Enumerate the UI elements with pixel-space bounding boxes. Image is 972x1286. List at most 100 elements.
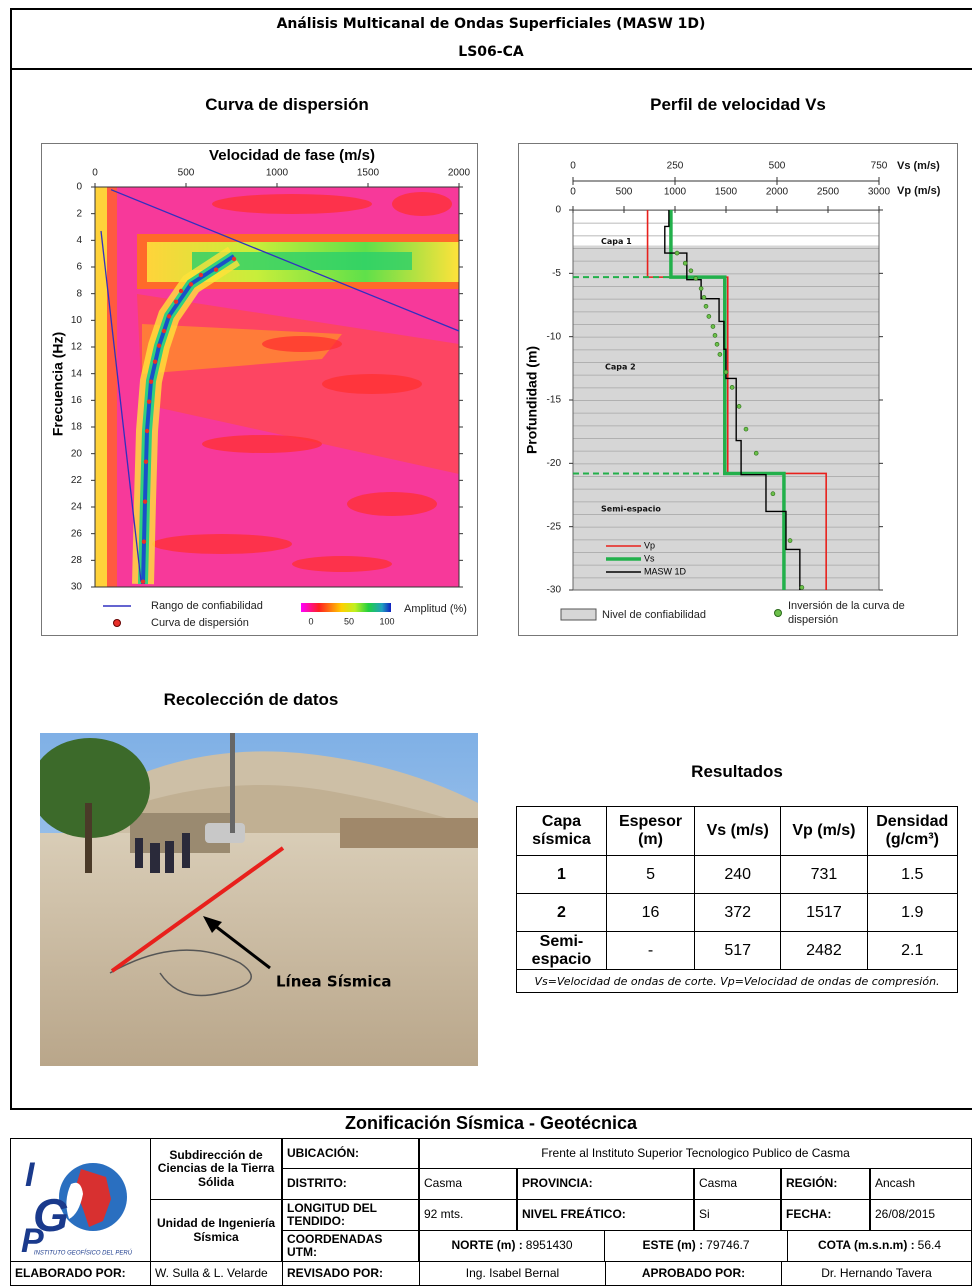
inversion-point [674,250,680,256]
footer-cell: COORDENADAS UTM: [282,1230,419,1262]
field-value: Casma [424,1176,463,1191]
field-label: ESTE (m) : [642,1238,704,1253]
logo-letter: I [25,1156,36,1194]
profile-line [646,210,827,590]
y-tick-label: 26 [71,528,83,539]
heatmap-strip [107,187,117,587]
field-label: APROBADO POR: [641,1265,746,1280]
footer-cell: REVISADO POR: [282,1261,420,1286]
cell: - [605,931,696,970]
dispersion-point [148,379,154,384]
dispersion-point [213,267,219,272]
field-value: Ing. Isabel Bernal [465,1265,560,1280]
y-tick-label: 20 [71,448,83,459]
dispersion-point [166,314,172,319]
data-row: 1 5 240 731 1.5 [516,855,959,894]
field-value: Dr. Hernando Tavera [821,1265,932,1280]
cell: 240 [694,855,782,894]
inversion-point [743,426,749,432]
note-row: Vs=Velocidad de ondas de corte. Vp=Veloc… [516,969,958,993]
x-tick-label: 2000 [448,168,471,179]
field-label: NORTE (m) : [451,1238,523,1253]
column-header: Vp (m/s) [780,806,868,856]
inversion-point [682,260,688,266]
footer-cell: APROBADO POR: [605,1261,782,1286]
field-value: Frente al Instituto Superior Tecnologico… [541,1145,850,1160]
y-tick-label: 30 [71,582,83,593]
heatmap-blob [262,336,342,352]
field-label: DISTRITO: [287,1176,347,1191]
footer-cell: DISTRITO: [282,1168,419,1200]
y-tick-label: 8 [76,288,82,299]
field-value: 8951430 [525,1238,573,1253]
x-axis-label: Vp (m/s) [897,185,941,197]
y-tick-label: -5 [552,268,561,279]
cell: Semi-espacio [516,931,607,970]
legend-label: Nivel de confiabilidad [602,609,706,621]
cell: 5 [605,855,696,894]
people [135,833,190,873]
dispersion-point [144,428,150,434]
logo-map [75,1169,111,1227]
y-axis-label: Frecuencia (Hz) [50,332,66,436]
field-value: 92 mts. [424,1207,464,1222]
profile-panel: Profundidad (m) Vs (m/s) Vp (m/s) 0 250 50… [518,143,958,636]
field-value: Ancash [875,1176,916,1191]
x-tick-label: 500 [178,168,195,179]
layer-label: Semi-espacio [601,504,661,513]
inversion-point [799,585,805,590]
heatmap-strip [95,187,107,587]
x-tick-label: 1000 [266,168,289,179]
heatmap-band [192,252,412,270]
x-tick-label: 1500 [715,187,738,198]
field-label: PROVINCIA: [522,1176,593,1191]
profile-chart: Profundidad (m) Vs (m/s) Vp (m/s) 0 250 50… [524,160,941,621]
footer-cell: REGIÓN: [781,1168,870,1200]
field-label: COORDENADAS UTM: [287,1231,383,1259]
x-tick-label: 0 [570,187,576,198]
title: Análisis Multicanal de Ondas Superficial… [276,16,706,32]
y-tick-label: -25 [547,521,562,532]
x2-tick-label: 250 [667,161,684,172]
pole [230,733,235,833]
colorbar-label: Amplitud (%) [404,603,467,615]
dispersion-point [161,328,167,334]
heatmap-blob [212,194,372,214]
field-label: NIVEL FREÁTICO: [522,1207,626,1222]
inversion-point [706,314,712,319]
seismic-line [110,846,285,973]
legend-label: Vs [644,553,655,563]
field-label: COTA (m.s.n.m) : [817,1238,915,1253]
cell: 1 [516,855,607,894]
section-title: Perfil de velocidad Vs [650,95,826,114]
arrow [209,920,271,970]
field-value: 26/08/2015 [875,1207,936,1222]
cell: 372 [694,893,782,932]
inversion-point [693,276,699,281]
footer-cell: 92 mts. [419,1199,517,1231]
section-title: Resultados [691,762,783,781]
legend-swatch [560,608,597,621]
y-tick-label: -10 [547,331,562,342]
footer-cell: ESTE (m) :79746.7 [604,1230,788,1262]
x-tick-label: 1000 [664,187,687,198]
section-title: Recolección de datos [163,690,339,709]
inversion-point [698,286,704,291]
data-row: Semi-espacio -517 2482 2.1 [516,931,959,970]
inversion-point [729,385,735,390]
y-tick-label: -20 [547,458,562,469]
cell: 2.1 [866,931,959,970]
x-tick-label: 0 [92,168,98,179]
dispersion-point [152,359,158,364]
field-value: W. Sulla & L. Velarde [155,1265,268,1280]
y-tick-label: 16 [71,395,83,406]
heatmap-blob [152,534,292,554]
dispersion-chart: Velocidad de fase (m/s) Frecuencia (Hz) … [50,147,471,629]
x-tick-label: 2000 [766,187,789,198]
footer-cell: UBICACIÓN: [282,1138,419,1169]
colorbar-tick-label: 50 [344,616,354,626]
y-tick-label: -30 [547,585,562,596]
footer-cell: PROVINCIA: [517,1168,694,1200]
x2-tick-label: 750 [871,161,888,172]
dispersion-point [188,282,194,287]
